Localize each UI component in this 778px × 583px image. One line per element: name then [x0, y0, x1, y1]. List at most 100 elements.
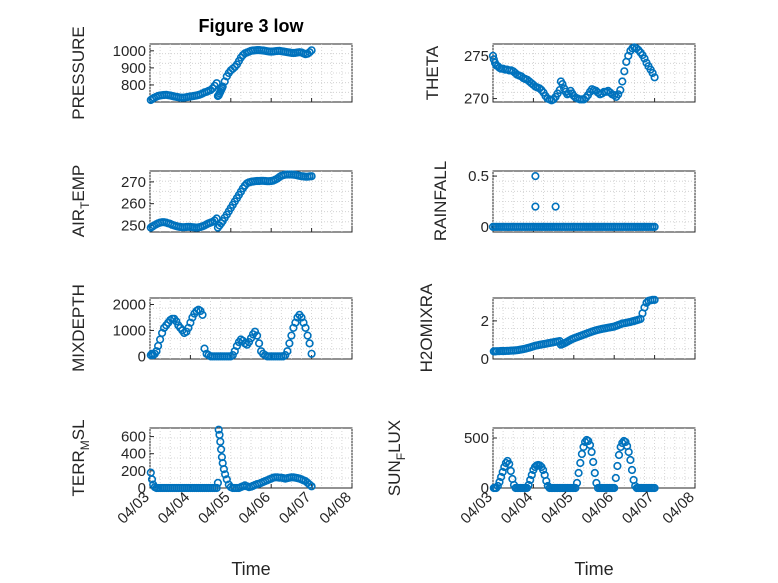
- mixdepth-point: [287, 331, 296, 340]
- pressure-point: [307, 46, 316, 55]
- sun-flux-point: [624, 447, 633, 457]
- rainfall-point: [650, 222, 659, 231]
- sun-flux-point: [584, 436, 593, 446]
- terr-msl-ytick-label: 600: [121, 429, 146, 446]
- rainfall-series: [488, 172, 659, 231]
- x-axis-label-left: Time: [231, 559, 270, 579]
- sun-flux-point: [524, 480, 533, 490]
- terr-msl-point: [221, 470, 230, 479]
- sun-flux-point: [574, 468, 583, 478]
- terr-msl-point: [213, 478, 222, 488]
- air-temp-ytick-label: 250: [121, 217, 146, 234]
- mixdepth-point: [301, 323, 310, 333]
- terr-msl-xtick-label: 04/07: [276, 489, 315, 528]
- mixdepth-point: [228, 351, 237, 360]
- terr-msl-point: [214, 425, 223, 434]
- sun-flux-point: [572, 478, 582, 488]
- terr-msl-series: [146, 425, 316, 493]
- theta-point: [610, 91, 619, 100]
- terr-msl-y-axis-label: TERRMSL: [69, 419, 92, 496]
- h2omixra-point: [650, 295, 659, 305]
- sun-flux-point: [627, 465, 637, 475]
- sun-flux-point: [506, 466, 515, 476]
- pressure-point: [206, 85, 215, 95]
- terr-msl-ytick-label: 400: [121, 446, 146, 463]
- mixdepth-point: [188, 313, 197, 322]
- sun-flux-point: [611, 473, 620, 483]
- theta-point: [618, 77, 627, 86]
- mixdepth-point: [307, 349, 316, 358]
- sun-flux-series: [489, 435, 659, 493]
- x-axis-label-right: Time: [574, 559, 613, 579]
- sun-flux-point: [587, 447, 596, 457]
- terr-msl-point: [219, 465, 228, 474]
- terr-msl-xtick-label: 04/05: [195, 489, 234, 528]
- mixdepth-ytick-label: 2000: [113, 296, 146, 313]
- rainfall-ytick-label: 0.5: [468, 168, 489, 185]
- mixdepth-point: [198, 310, 207, 320]
- rainfall-point: [531, 172, 540, 181]
- air-temp-point: [307, 172, 316, 181]
- mixdepth-point: [303, 331, 312, 340]
- sun-flux-point: [613, 461, 622, 471]
- subplot-sun-flux: 0 500 SUNFLUX 04/03 04/04 04/05 04/06 04/07 04/0…: [385, 420, 698, 528]
- mixdepth-point: [196, 306, 205, 316]
- terr-msl-point: [216, 437, 225, 446]
- mixdepth-y-axis-label: MIXDEPTH: [69, 284, 88, 372]
- sun-flux-point: [590, 468, 599, 478]
- theta-point: [650, 73, 659, 82]
- rainfall-point: [551, 202, 560, 211]
- sun-flux-xtick-label: 04/04: [498, 489, 537, 528]
- sun-flux-point: [538, 465, 548, 475]
- theta-point: [616, 85, 625, 95]
- theta-y-axis-label: THETA: [423, 45, 442, 100]
- pressure-point: [212, 79, 221, 88]
- subplot-air-temp: 250 260 270 AIRTEMP: [69, 165, 353, 238]
- terr-msl-point: [305, 480, 314, 489]
- sun-flux-point: [576, 458, 585, 468]
- sun-flux-point: [571, 483, 580, 493]
- sun-flux-xtick-label: 04/03: [457, 489, 496, 528]
- terr-msl-point: [217, 445, 226, 454]
- terr-msl-point: [147, 475, 157, 484]
- theta-point: [620, 67, 629, 76]
- sun-flux-ytick-label: 0: [481, 480, 489, 497]
- pressure-ytick-label: 1000: [113, 43, 146, 60]
- rainfall-y-axis-label: RAINFALL: [431, 161, 450, 241]
- subplot-rainfall: 0 0.5 RAINFALL: [431, 161, 696, 241]
- air-temp-y-axis-label: AIRTEMP: [69, 165, 92, 238]
- air-temp-series: [146, 170, 316, 232]
- theta-point: [488, 51, 498, 61]
- sun-flux-point: [495, 477, 504, 487]
- h2omixra-point: [640, 303, 649, 312]
- sun-flux-xtick-label: 04/07: [619, 489, 658, 528]
- sun-flux-y-axis-label: SUNFLUX: [385, 420, 408, 496]
- sun-flux-point: [498, 467, 507, 477]
- theta-point: [535, 84, 544, 93]
- mixdepth-ytick-label: 0: [138, 348, 146, 365]
- sun-flux-point: [542, 476, 551, 486]
- terr-msl-point: [307, 482, 316, 491]
- h2omixra-y-axis-label: H2OMIXRA: [417, 283, 436, 372]
- mixdepth-point: [283, 347, 292, 356]
- air-temp-point: [210, 216, 219, 225]
- terr-msl-point: [212, 483, 221, 493]
- h2omixra-ytick-label: 2: [481, 313, 489, 330]
- theta-point: [558, 79, 567, 89]
- subplot-mixdepth: 0 1000 2000 MIXDEPTH: [69, 284, 353, 372]
- mixdepth-point: [172, 317, 181, 326]
- mixdepth-series: [146, 305, 316, 361]
- pressure-y-axis-label: PRESSURE: [69, 26, 88, 120]
- mixdepth-point: [285, 339, 294, 348]
- subplot-theta: 270 275 THETA: [423, 43, 696, 108]
- mixdepth-point: [244, 338, 254, 347]
- sun-flux-point: [526, 475, 535, 485]
- theta-ytick-label: 270: [464, 91, 489, 108]
- sun-flux-xtick-label: 04/08: [659, 489, 698, 528]
- pressure-point: [305, 48, 314, 57]
- sun-flux-point: [621, 437, 630, 447]
